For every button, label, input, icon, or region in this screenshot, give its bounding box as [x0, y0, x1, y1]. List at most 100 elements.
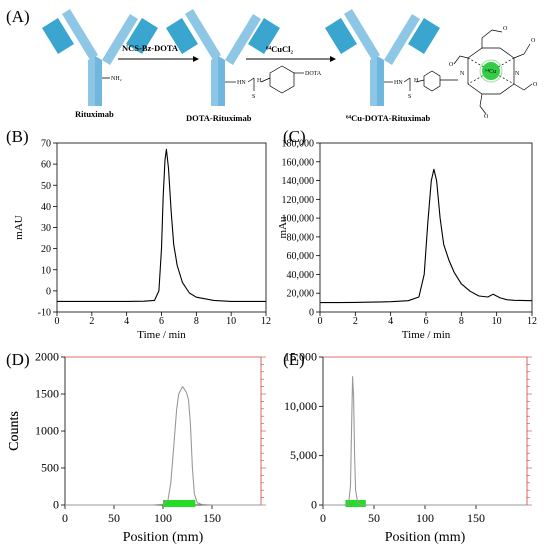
- series-line-d: [65, 386, 261, 506]
- antibody-label-rituximab: Rituximab: [75, 109, 114, 119]
- y-tick-label: 140,000: [282, 176, 315, 187]
- y-tick-label: 0: [46, 286, 51, 297]
- x-tick-label: 100: [154, 511, 172, 525]
- panel-letter-c: (C): [283, 127, 306, 146]
- cu-hn-label: HN: [394, 80, 403, 86]
- panel-letter-e: (E): [283, 350, 305, 369]
- y-axis-label: Counts: [7, 411, 22, 451]
- y-tick-label: 1500: [35, 387, 59, 401]
- y-tick-label: 1000: [35, 424, 59, 438]
- series-line-e: [323, 376, 527, 506]
- x-tick-label: 12: [261, 316, 271, 327]
- cu-h-label: H: [414, 78, 419, 84]
- dota-h-label: H: [257, 78, 262, 84]
- antibody-label-cu-dota-rituximab: ⁶⁴Cu-DOTA-Rituximab: [346, 113, 431, 123]
- y-tick-label: 60: [41, 160, 51, 171]
- x-tick-label: 150: [467, 511, 485, 525]
- y-tick-label: 20: [41, 244, 51, 255]
- x-tick-label: 6: [159, 316, 164, 327]
- y-tick-label: 0: [311, 498, 317, 512]
- y-tick-label: 40,000: [287, 270, 315, 281]
- x-axis-label: Time / min: [137, 329, 186, 341]
- plot-frame: [56, 142, 267, 313]
- y-tick-label: 500: [41, 461, 59, 475]
- copper-label: ⁶⁴Cu: [485, 69, 496, 75]
- dota-s-label: S: [252, 94, 255, 100]
- y-tick-label: 80,000: [287, 232, 315, 243]
- chart-b-hplc: 0 2 4 6 8 10 12 -10 0 10 20 30 40 50 60 70 Time / min mAU: [13, 139, 271, 342]
- panel-letter-b: (B): [6, 127, 29, 146]
- y-tick-label: 160,000: [282, 157, 315, 168]
- x-tick-label: 100: [416, 511, 434, 525]
- y-tick-label: 10: [41, 265, 51, 276]
- y-tick-label: 70: [41, 139, 51, 150]
- chart-c-radio-hplc: 0 2 4 6 8 10 12 0 20,000 40,000 60,000 80,000 100,00…: [277, 139, 537, 342]
- amine-label: NH₂: [111, 76, 122, 82]
- y-axis-label: mAU: [13, 215, 25, 240]
- arrow-head-1: [193, 56, 199, 62]
- copper-halo-icon: [479, 59, 503, 83]
- copper-ion-icon: [482, 62, 500, 80]
- cu-s-label: S: [408, 94, 411, 100]
- x-axis-label: Time / min: [402, 329, 451, 341]
- antibody-icon-dota-rituximab: [166, 9, 304, 106]
- series-line-b: [57, 148, 266, 302]
- cu-n-label-1: N: [460, 71, 465, 77]
- y-tick-label: 50: [41, 181, 51, 192]
- cu-n-label-2: N: [515, 71, 520, 77]
- x-tick-label: 4: [388, 316, 393, 327]
- y-tick-label: 60,000: [287, 251, 315, 262]
- arrow-head-2: [330, 56, 336, 62]
- x-tick-label: 2: [89, 316, 94, 327]
- x-axis-label: Position (mm): [123, 530, 204, 545]
- panel-letter-d: (D): [6, 350, 30, 369]
- antibody-icon-cu-dota-rituximab: [325, 9, 458, 106]
- x-tick-label: 8: [459, 316, 464, 327]
- y-tick-label: -10: [38, 308, 51, 319]
- y-tick-label: 5,000: [290, 448, 317, 462]
- y-tick-label: 2000: [35, 350, 59, 364]
- x-tick-label: 2: [353, 316, 358, 327]
- y-tick-label: 100,000: [282, 214, 315, 225]
- series-line-c: [320, 168, 533, 304]
- dota-cu-complex-icon: [453, 29, 533, 115]
- y-tick-label: 0: [309, 308, 314, 319]
- roi-region-bar: [163, 500, 196, 507]
- panel-letter-a: (A): [6, 7, 30, 26]
- y-tick-label: 40: [41, 202, 51, 213]
- x-tick-label: 50: [368, 511, 380, 525]
- x-tick-label: 0: [62, 511, 68, 525]
- cu-o-label-1: O: [503, 26, 508, 32]
- cu-o-label-5: O: [449, 62, 454, 68]
- x-axis-label: Position (mm): [385, 530, 466, 545]
- y-tick-label: 30: [41, 223, 51, 234]
- cu-o-label-3: O: [533, 82, 538, 88]
- y-tick-label: 20,000: [287, 289, 315, 300]
- step1-reagent: NCS-Bz-DOTA: [122, 43, 179, 53]
- x-tick-label: 8: [194, 316, 199, 327]
- y-tick-label: 10,000: [284, 399, 317, 413]
- x-tick-label: 12: [527, 316, 537, 327]
- cu-o-label-4: O: [484, 114, 489, 120]
- x-tick-label: 50: [108, 511, 120, 525]
- y-tick-label: 0: [53, 498, 59, 512]
- y-tick-label: 120,000: [282, 195, 315, 206]
- dota-hn-label: HN: [237, 80, 246, 86]
- x-tick-label: 10: [492, 316, 502, 327]
- y-tick-label: 15,000: [284, 350, 317, 364]
- x-tick-label: 4: [124, 316, 129, 327]
- y-tick-label: 180,000: [282, 139, 315, 150]
- panel-a-scheme: (A) NH₂ Rituximab NCS-Bz-DOTA: [6, 7, 538, 123]
- y-axis-label: Counts: [7, 411, 22, 451]
- x-tick-label: 150: [203, 511, 221, 525]
- x-tick-label: 10: [226, 316, 236, 327]
- dota-label: DOTA: [305, 71, 322, 77]
- cu-o-label-2: O: [531, 38, 536, 44]
- x-tick-label: 0: [320, 511, 326, 525]
- antibody-label-dota-rituximab: DOTA-Rituximab: [186, 113, 252, 123]
- step2-reagent: ⁶⁴CuCl₂: [266, 44, 293, 54]
- antibody-icon-rituximab: [42, 9, 158, 106]
